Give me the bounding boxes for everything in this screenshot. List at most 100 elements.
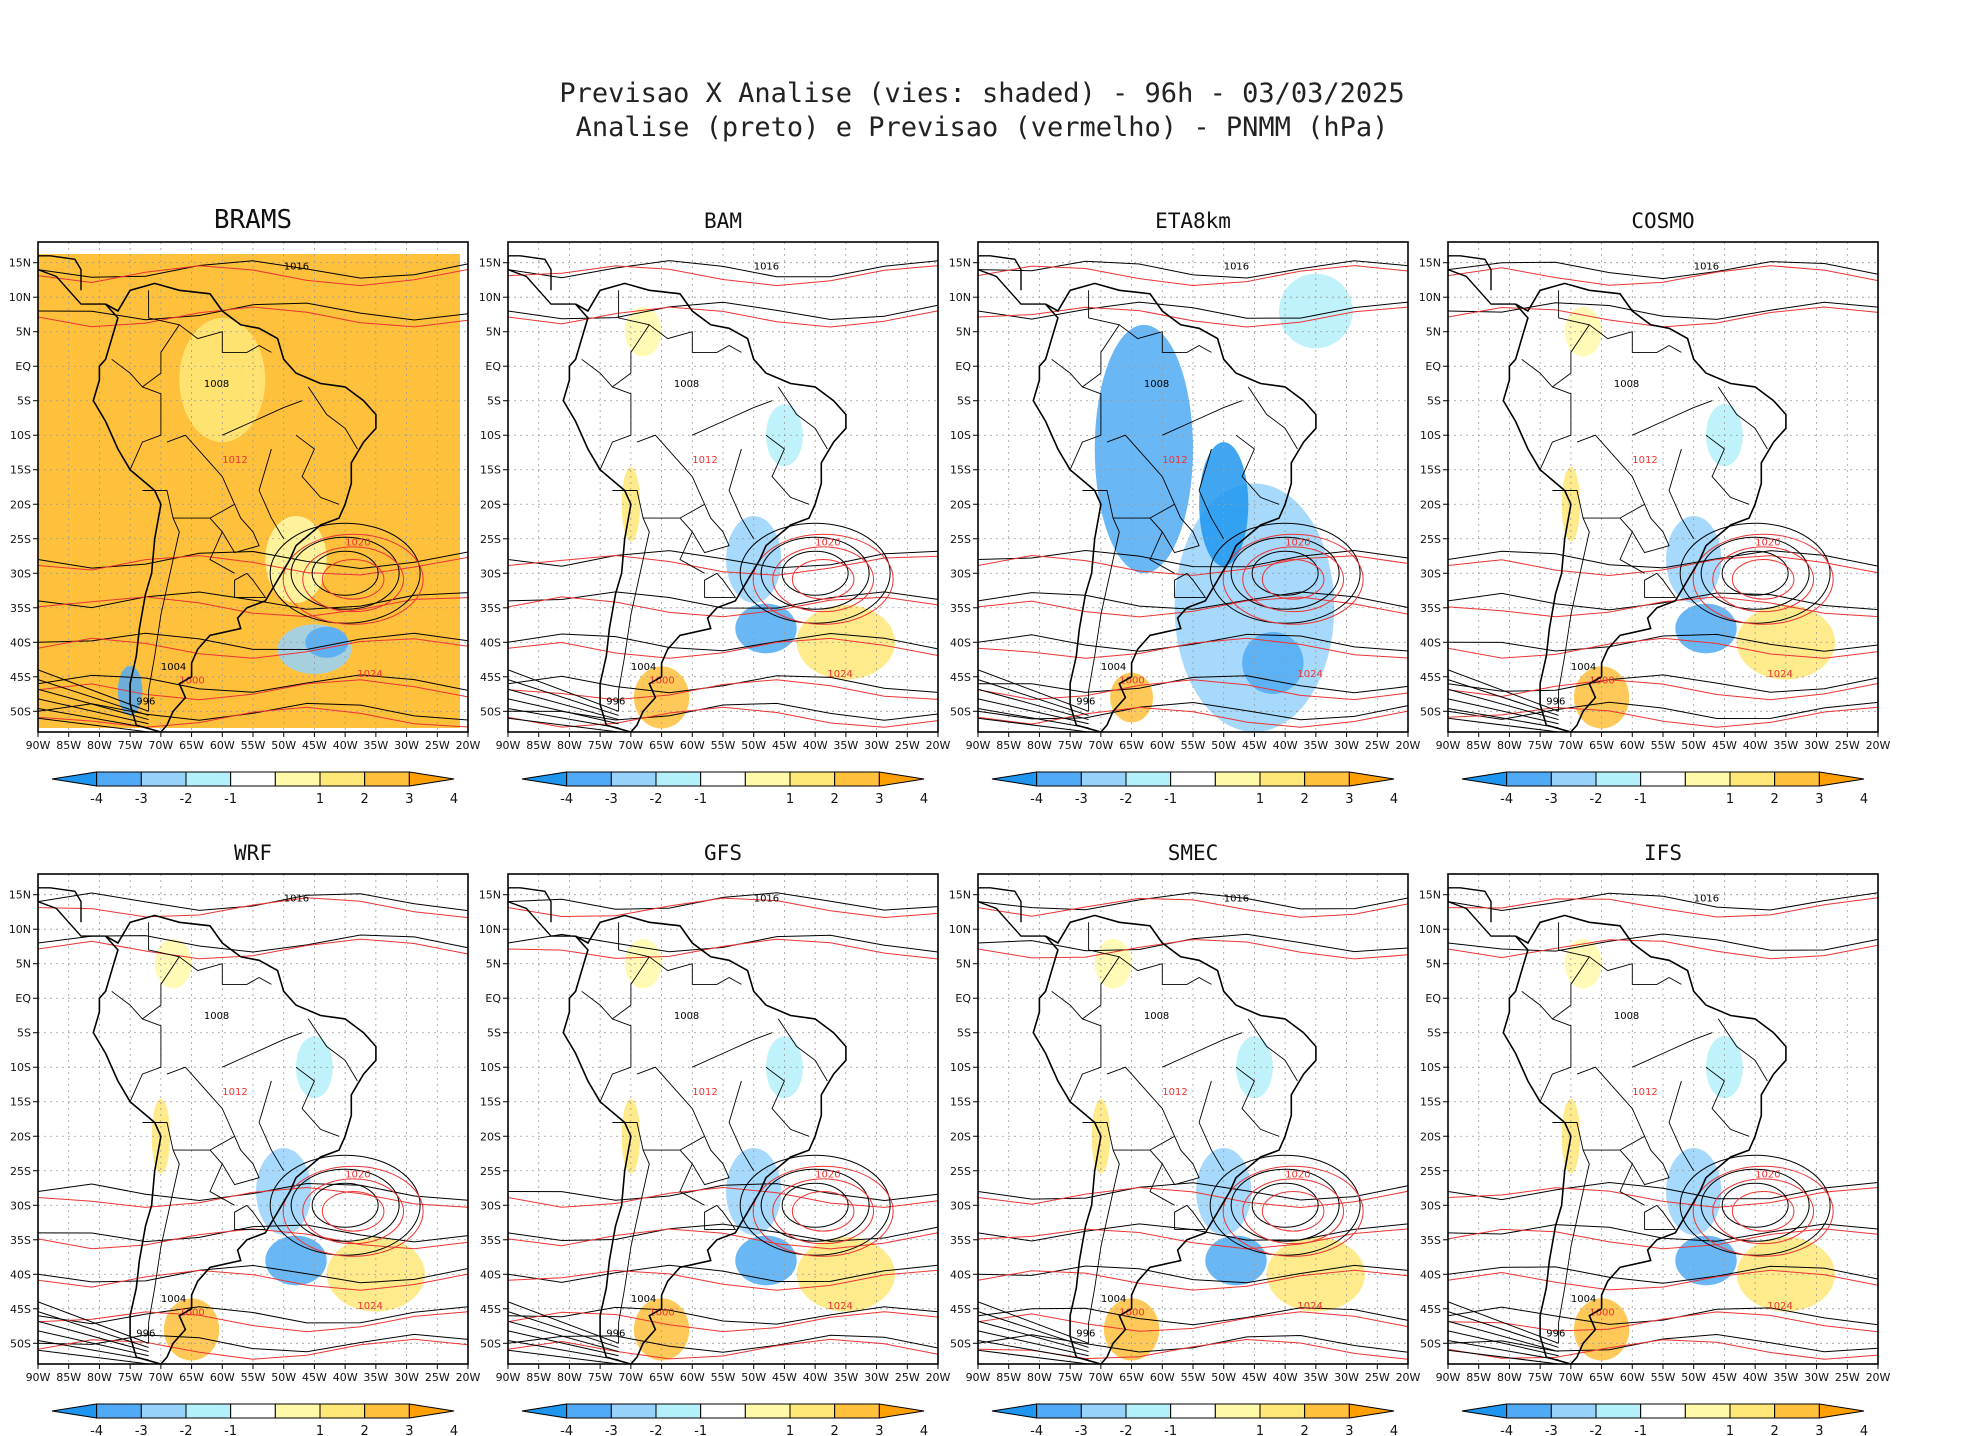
country-border: [222, 400, 303, 436]
country-border: [1051, 922, 1121, 1020]
analysis-isobar: [311, 550, 379, 596]
lon-label: 80W: [557, 1371, 582, 1384]
forecast-isobar: [978, 1311, 1408, 1332]
analysis-isobar: [978, 933, 1408, 953]
analysis-isobar: [1679, 522, 1831, 624]
colorbar-swatch: [878, 1403, 925, 1419]
colorbar-swatch: [744, 1403, 791, 1419]
lon-label: 45W: [1712, 1371, 1737, 1384]
analysis-isobar: [508, 698, 619, 725]
lat-label: 5S: [17, 1027, 31, 1040]
country-border: [129, 1018, 162, 1102]
lon-label: 65W: [649, 1371, 674, 1384]
lat-label: 20S: [1420, 1130, 1441, 1143]
lat-label: 20S: [950, 1130, 971, 1143]
lon-label: 20W: [456, 739, 481, 752]
analysis-isobar: [739, 1154, 891, 1256]
isobar-label: 1004: [161, 1294, 186, 1305]
colorbar-swatch: [700, 1403, 746, 1419]
analysis-isobar: [508, 679, 619, 716]
country-border: [1705, 434, 1750, 505]
lat-label: 25S: [1420, 1165, 1441, 1178]
colorbar-swatch: [319, 1403, 366, 1419]
country-border: [1521, 922, 1591, 1020]
coastline: [92, 282, 377, 732]
analysis-isobar: [1448, 698, 1559, 725]
country-border: [129, 386, 162, 470]
colorbar-swatch: [1774, 771, 1820, 787]
analysis-isobar: [1209, 1154, 1361, 1256]
analysis-isobar: [508, 1330, 619, 1357]
forecast-isobar: [302, 1178, 405, 1245]
colorbar-swatch: [1506, 771, 1552, 787]
forecast-isobar: [38, 1186, 468, 1208]
lon-label: 80W: [87, 1371, 112, 1384]
forecast-isobar: [978, 1186, 1408, 1209]
lon-label: 50W: [1211, 739, 1236, 752]
colorbar-label: 3: [405, 792, 413, 807]
lat-label: 35S: [950, 1234, 971, 1247]
forecast-isobar: [38, 637, 468, 659]
colorbar-label: 3: [875, 1424, 883, 1436]
forecast-isobar: [1448, 1269, 1878, 1291]
analysis-isobar: [978, 633, 1408, 652]
forecast-isobar: [752, 1165, 894, 1257]
forecast-isobar: [508, 1311, 938, 1333]
country-border: [692, 1032, 773, 1068]
lon-label: 90W: [26, 1371, 51, 1384]
coastline: [1032, 914, 1317, 1364]
colorbar-swatch: [1304, 771, 1350, 787]
lat-label: 15S: [10, 1096, 31, 1109]
lat-label: 5S: [957, 395, 971, 408]
colorbar-label: 2: [1771, 792, 1779, 807]
isobar-label: 1004: [1101, 1294, 1126, 1305]
colorbar-label: 4: [1390, 1424, 1398, 1436]
country-border: [307, 386, 358, 450]
lon-label: 45W: [1712, 739, 1737, 752]
forecast-isobar: [1448, 1311, 1878, 1333]
colorbar-swatch: [1461, 771, 1508, 787]
colorbar-swatch: [655, 771, 702, 787]
colorbar-swatch: [1684, 771, 1731, 787]
isobar-label: 1024: [1767, 669, 1792, 680]
colorbar-swatch: [1461, 1403, 1508, 1419]
bias-shading: [726, 1147, 782, 1235]
lat-label: 30S: [10, 567, 31, 580]
lon-label: 30W: [864, 1371, 889, 1384]
analysis-isobar: [1448, 1306, 1878, 1326]
colorbar: -4 -3 -2 -1 1 2 3 4: [51, 1403, 458, 1436]
colorbar-swatch: [1036, 1403, 1082, 1419]
map-area: 1016 1012 1008 1020 1004 1000 996 1024: [508, 242, 938, 732]
colorbar-swatch: [744, 771, 791, 787]
bias-shading: [735, 1235, 797, 1286]
lon-label: 75W: [1528, 1371, 1553, 1384]
analysis-isobar: [978, 1320, 1089, 1353]
lat-label: 40S: [480, 1268, 501, 1281]
colorbar-label: -4: [560, 792, 573, 807]
lon-label: 85W: [526, 739, 551, 752]
forecast-isobar: [508, 306, 938, 328]
colorbar-label: 1: [316, 1424, 324, 1436]
bias-shading: [624, 938, 662, 989]
forecast-isobar: [1222, 1165, 1364, 1257]
country-border: [295, 1066, 340, 1137]
colorbar-label: 4: [450, 1424, 458, 1436]
analysis-isobar: [508, 892, 938, 911]
analysis-isobar: [508, 708, 619, 729]
country-border: [581, 922, 651, 1020]
analysis-isobar: [978, 675, 1408, 694]
analysis-isobar: [508, 1334, 938, 1353]
lon-label: 20W: [1866, 1371, 1891, 1384]
country-border: [1069, 386, 1102, 470]
isobar-label: 1020: [1755, 538, 1780, 549]
colorbar-swatch: [408, 771, 455, 787]
analysis-isobar: [1209, 522, 1361, 624]
lat-label: 50S: [950, 1337, 971, 1350]
colorbar-swatch: [1259, 1403, 1306, 1419]
map-area: 1016 1012 1008 1020 1004 1000 996 1024: [1448, 874, 1878, 1364]
country-border: [1619, 531, 1645, 574]
lon-label: 70W: [1088, 1371, 1113, 1384]
country-border: [765, 434, 810, 505]
isobar-label: 1012: [222, 1087, 247, 1098]
coastline: [38, 255, 106, 305]
